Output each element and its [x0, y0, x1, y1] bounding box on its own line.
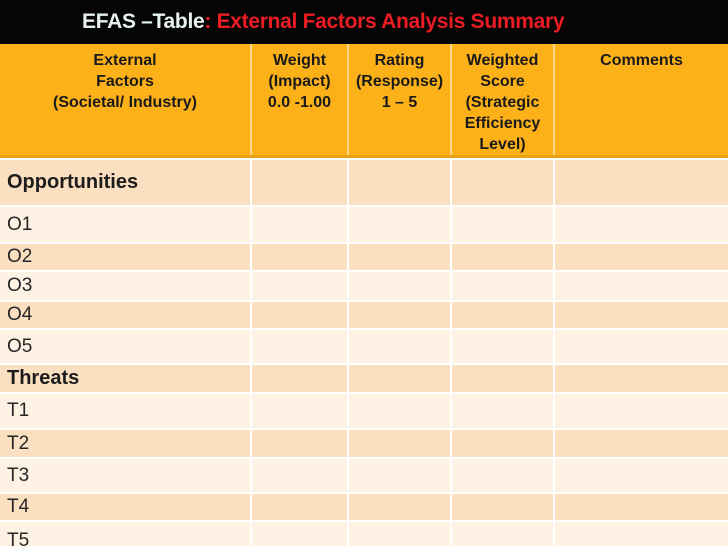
cell-weight — [250, 365, 347, 392]
cell-rating — [347, 330, 450, 363]
cell-comments — [553, 430, 728, 457]
cell-weighted-score — [450, 272, 553, 300]
table-row-o2: O2 — [0, 242, 728, 270]
table-row-t5: T5 — [0, 520, 728, 546]
column-header-weight: Weight (Impact) 0.0 -1.00 — [250, 44, 347, 155]
table-row-o5: O5 — [0, 328, 728, 363]
cell-weighted-score — [450, 207, 553, 242]
column-header-weighted-score: Weighted Score (Strategic Efficiency Lev… — [450, 44, 553, 155]
slide-title-bar: EFAS –Table: External Factors Analysis S… — [0, 0, 728, 44]
cell-weight — [250, 207, 347, 242]
cell-weight — [250, 430, 347, 457]
cell-rating — [347, 302, 450, 328]
table-row-o1: O1 — [0, 205, 728, 242]
cell-comments — [553, 522, 728, 546]
cell-weighted-score — [450, 160, 553, 205]
cell-rating — [347, 244, 450, 270]
cell-external-factors: T5 — [7, 530, 30, 546]
cell-external-factors: T3 — [7, 464, 30, 486]
cell-rating — [347, 207, 450, 242]
table-row-o4: O4 — [0, 300, 728, 328]
cell-weighted-score — [450, 494, 553, 520]
table-row-t1: T1 — [0, 392, 728, 428]
cell-weighted-score — [450, 330, 553, 363]
cell-weighted-score — [450, 302, 553, 328]
cell-weight — [250, 272, 347, 300]
cell-rating — [347, 494, 450, 520]
cell-comments — [553, 244, 728, 270]
cell-weight — [250, 394, 347, 428]
cell-weight — [250, 330, 347, 363]
cell-weighted-score — [450, 394, 553, 428]
cell-rating — [347, 459, 450, 492]
cell-weighted-score — [450, 244, 553, 270]
title-prefix: EFAS –Table — [82, 10, 205, 33]
table-header-row: External Factors (Societal/ Industry) We… — [0, 44, 728, 158]
cell-weighted-score — [450, 365, 553, 392]
cell-comments — [553, 302, 728, 328]
column-header-comments: Comments — [553, 44, 728, 155]
cell-comments — [553, 494, 728, 520]
table-row-t2: T2 — [0, 428, 728, 457]
cell-weight — [250, 494, 347, 520]
cell-external-factors: T1 — [7, 400, 30, 421]
table-row-o3: O3 — [0, 270, 728, 300]
cell-comments — [553, 394, 728, 428]
cell-comments — [553, 330, 728, 363]
cell-external-factors: O2 — [7, 246, 33, 267]
cell-external-factors: O1 — [7, 213, 33, 235]
cell-rating — [347, 272, 450, 300]
cell-rating — [347, 365, 450, 392]
cell-comments — [553, 272, 728, 300]
cell-rating — [347, 160, 450, 205]
cell-weighted-score — [450, 459, 553, 492]
cell-comments — [553, 207, 728, 242]
cell-external-factors: O5 — [7, 335, 33, 357]
cell-external-factors: T4 — [7, 496, 30, 517]
cell-weight — [250, 302, 347, 328]
table-row-opportunities: Opportunities — [0, 158, 728, 205]
efas-table: External Factors (Societal/ Industry) We… — [0, 44, 728, 546]
cell-rating — [347, 430, 450, 457]
column-header-external-factors: External Factors (Societal/ Industry) — [52, 52, 198, 111]
table-row-t4: T4 — [0, 492, 728, 520]
cell-weight — [250, 244, 347, 270]
table-row-threats: Threats — [0, 363, 728, 392]
cell-comments — [553, 365, 728, 392]
cell-weight — [250, 459, 347, 492]
cell-external-factors: Threats — [7, 367, 80, 389]
cell-external-factors: O3 — [7, 275, 33, 296]
cell-external-factors: T2 — [7, 432, 30, 454]
cell-weighted-score — [450, 430, 553, 457]
column-header-rating: Rating (Response) 1 – 5 — [347, 44, 450, 155]
cell-weight — [250, 160, 347, 205]
cell-comments — [553, 160, 728, 205]
cell-comments — [553, 459, 728, 492]
cell-rating — [347, 522, 450, 546]
cell-weighted-score — [450, 522, 553, 546]
table-row-t3: T3 — [0, 457, 728, 492]
cell-weight — [250, 522, 347, 546]
cell-external-factors: Opportunities — [7, 171, 139, 193]
title-suffix: : External Factors Analysis Summary — [204, 10, 565, 33]
cell-rating — [347, 394, 450, 428]
cell-external-factors: O4 — [7, 304, 33, 325]
